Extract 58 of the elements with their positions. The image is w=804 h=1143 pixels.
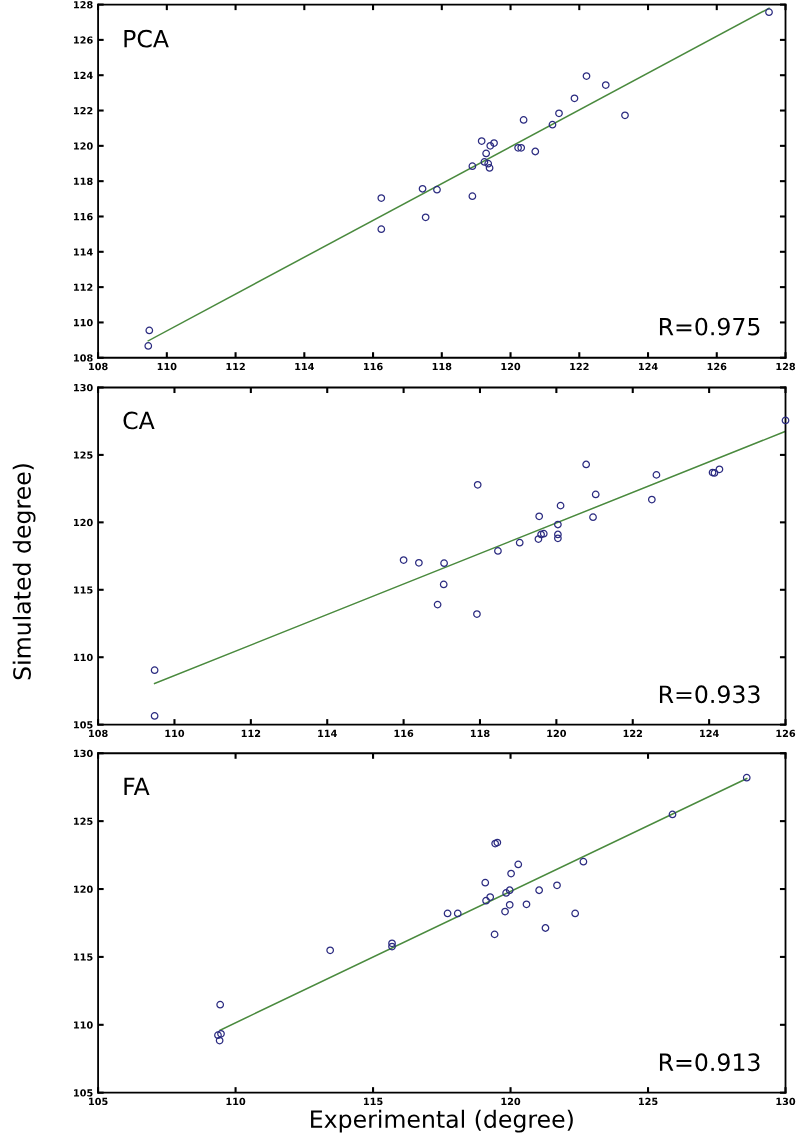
x-tick-label: 115	[364, 1097, 383, 1106]
y-tick-label: 112	[74, 283, 93, 291]
x-tick-label: 122	[570, 362, 589, 371]
y-tick-label: 125	[74, 817, 93, 825]
x-tick-label: 124	[700, 729, 719, 737]
x-tick-label: 120	[547, 729, 567, 738]
y-tick-label: 130	[74, 383, 93, 392]
x-tick-label: 114	[318, 729, 337, 737]
y-tick-label: 120	[74, 518, 93, 527]
y-tick-label: 105	[74, 721, 93, 729]
y-tick-label: 128	[74, 1, 93, 9]
y-tick-label: 122	[74, 107, 93, 115]
x-tick-label: 125	[638, 1097, 658, 1106]
x-tick-label: 110	[157, 362, 177, 371]
y-tick-label: 126	[74, 36, 93, 44]
annotation: R=0.975	[659, 317, 760, 336]
x-tick-label: 124	[638, 362, 658, 371]
y-tick-label: 125	[74, 451, 93, 459]
y-tick-label: 110	[74, 653, 93, 662]
annotation: CA	[123, 411, 155, 430]
x-tick-label: 126	[707, 362, 727, 371]
x-tick-label: 110	[165, 729, 185, 738]
x-tick-label: 108	[89, 362, 108, 371]
y-tick-label: 120	[74, 142, 93, 150]
x-tick-label: 108	[89, 729, 108, 738]
y-tick-label: 116	[74, 212, 93, 221]
y-tick-label: 110	[74, 1021, 93, 1029]
y-tick-label: 115	[74, 953, 93, 961]
y-tick-label: 115	[74, 586, 93, 594]
x-tick-label: 130	[776, 1097, 796, 1106]
y-tick-label: 124	[74, 71, 93, 79]
y-tick-label: 110	[74, 318, 93, 327]
x-tick-label: 110	[226, 1097, 246, 1106]
x-tick-label: 120	[501, 1097, 521, 1106]
annotation: R=0.933	[659, 685, 760, 704]
x-tick-label: 118	[432, 362, 452, 371]
annotation: FA	[124, 777, 150, 795]
x-tick-label: 116	[394, 729, 414, 738]
x-tick-label: 122	[623, 729, 643, 737]
x-tick-label: 112	[241, 729, 261, 737]
annotation: PCA	[124, 29, 169, 48]
x-tick-label: 120	[501, 362, 521, 371]
y-tick-label: 118	[74, 177, 93, 185]
x-axis-title: Experimental (degree)	[311, 1109, 573, 1133]
y-tick-label: 108	[74, 354, 93, 362]
x-tick-label: 114	[295, 362, 315, 371]
annotation: R=0.913	[659, 1053, 760, 1072]
y-axis-title: Simulated degree)	[12, 464, 36, 680]
x-tick-label: 116	[364, 362, 383, 371]
x-tick-label: 126	[776, 729, 796, 738]
x-tick-label: 112	[226, 362, 245, 371]
x-tick-label: 118	[470, 729, 490, 738]
y-tick-label: 114	[74, 248, 93, 256]
x-tick-label: 128	[776, 362, 796, 371]
y-tick-label: 120	[74, 885, 93, 893]
y-tick-label: 130	[74, 749, 93, 758]
x-tick-label: 105	[89, 1097, 108, 1106]
y-tick-label: 105	[74, 1089, 93, 1097]
